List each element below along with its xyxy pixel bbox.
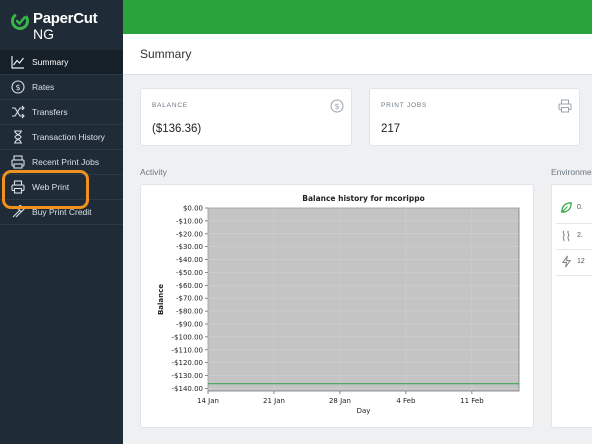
activity-panel: Balance history for mcorippo $0.00 -$10.00… bbox=[140, 184, 534, 428]
env-divider bbox=[556, 249, 592, 250]
sidebar-item-label: Summary bbox=[32, 57, 69, 67]
sidebar-item-label: Buy Print Credit bbox=[32, 207, 92, 217]
balance-card: BALANCE ($136.36) $ bbox=[140, 88, 352, 146]
balance-label: BALANCE bbox=[152, 102, 188, 109]
y-tick-label: -$100.00 bbox=[172, 333, 203, 341]
y-tick-label: -$130.00 bbox=[172, 372, 203, 380]
sidebar-item-transaction-history[interactable]: Transaction History bbox=[0, 125, 123, 150]
sidebar-item-label: Recent Print Jobs bbox=[32, 157, 100, 167]
x-tick-label: 21 Jan bbox=[263, 397, 285, 405]
x-tick-label: 4 Feb bbox=[396, 397, 416, 405]
wave-icon bbox=[562, 230, 570, 242]
page-header: Summary bbox=[123, 34, 592, 75]
sidebar-item-label: Rates bbox=[32, 82, 55, 92]
bolt-icon bbox=[561, 255, 572, 268]
sidebar-item-transfers[interactable]: Transfers bbox=[0, 100, 123, 125]
x-tick-label: 28 Jan bbox=[329, 397, 351, 405]
y-tick-label: -$80.00 bbox=[176, 308, 203, 316]
y-tick-label: -$120.00 bbox=[172, 359, 203, 367]
printer-stack-icon bbox=[10, 155, 26, 169]
top-bar bbox=[123, 0, 592, 34]
y-tick-label: -$90.00 bbox=[176, 320, 203, 328]
y-tick-label: -$140.00 bbox=[172, 385, 203, 393]
x-tick-label: 14 Jan bbox=[197, 397, 219, 405]
dollar-circle-icon: $ bbox=[330, 99, 344, 113]
sidebar-nav: Summary $ Rates Transfers Transaction Hi… bbox=[0, 50, 123, 225]
sidebar-item-label: Transfers bbox=[32, 107, 68, 117]
print-jobs-value: 217 bbox=[381, 123, 401, 135]
logo-subtext: NG bbox=[33, 26, 54, 42]
y-tick-label: -$30.00 bbox=[176, 243, 203, 251]
sidebar-item-label: Transaction History bbox=[32, 132, 105, 142]
sidebar-item-summary[interactable]: Summary bbox=[0, 50, 123, 75]
sidebar-item-label: Web Print bbox=[32, 182, 70, 192]
plot-area bbox=[207, 207, 520, 392]
chart-title: Balance history for mcorippo bbox=[302, 194, 425, 203]
hourglass-icon bbox=[10, 130, 26, 144]
env-value: 2. bbox=[577, 232, 583, 239]
dollar-circle-icon: $ bbox=[10, 80, 26, 94]
print-jobs-label: PRINT JOBS bbox=[381, 102, 428, 109]
chart-line-icon bbox=[10, 55, 26, 69]
sidebar: PaperCut NG Summary $ Rates Transfers T bbox=[0, 0, 123, 444]
papercut-logo-icon bbox=[11, 12, 29, 30]
y-axis-label: Balance bbox=[157, 284, 165, 315]
y-tick-label: -$40.00 bbox=[176, 256, 203, 264]
page-title: Summary bbox=[140, 47, 192, 61]
printer-icon bbox=[558, 99, 572, 113]
highlight-ring bbox=[2, 170, 89, 209]
balance-history-chart: Balance history for mcorippo $0.00 -$10.00… bbox=[157, 194, 520, 415]
shuffle-icon bbox=[10, 105, 26, 119]
balance-value: ($136.36) bbox=[152, 123, 202, 135]
print-jobs-card: PRINT JOBS 217 bbox=[369, 88, 580, 146]
env-divider bbox=[556, 223, 592, 224]
printer-icon bbox=[10, 180, 26, 194]
activity-section-label: Activity bbox=[140, 167, 167, 177]
sidebar-item-rates[interactable]: $ Rates bbox=[0, 75, 123, 100]
env-row-carbon: 2. bbox=[560, 229, 583, 242]
y-tick-label: -$50.00 bbox=[176, 269, 203, 277]
y-tick-label: -$60.00 bbox=[176, 282, 203, 290]
env-value: 12 bbox=[577, 258, 585, 265]
x-tick-label: 11 Feb bbox=[460, 397, 484, 405]
y-tick-label: -$10.00 bbox=[176, 217, 203, 225]
y-tick-label: -$110.00 bbox=[172, 346, 203, 354]
environment-section-label: Environme bbox=[551, 167, 592, 177]
papercut-logo[interactable]: PaperCut NG bbox=[10, 8, 120, 42]
y-tick-label: -$70.00 bbox=[176, 295, 203, 303]
y-tick-label: $0.00 bbox=[183, 205, 203, 213]
env-row-energy: 12 bbox=[560, 255, 585, 268]
env-value: 0. bbox=[577, 204, 583, 211]
x-axis-label: Day bbox=[357, 407, 371, 415]
sidebar-item-web-print[interactable]: Web Print bbox=[0, 175, 123, 200]
env-divider bbox=[556, 275, 592, 276]
svg-text:$: $ bbox=[334, 102, 339, 111]
svg-text:$: $ bbox=[15, 83, 20, 92]
environment-panel: 0. 2. 12 bbox=[551, 184, 592, 428]
env-row-trees: 0. bbox=[560, 201, 583, 214]
y-tick-label: -$20.00 bbox=[176, 230, 203, 238]
sidebar-item-recent-print-jobs[interactable]: Recent Print Jobs bbox=[0, 150, 123, 175]
logo-text: PaperCut bbox=[33, 10, 98, 27]
leaf-icon bbox=[561, 202, 572, 213]
